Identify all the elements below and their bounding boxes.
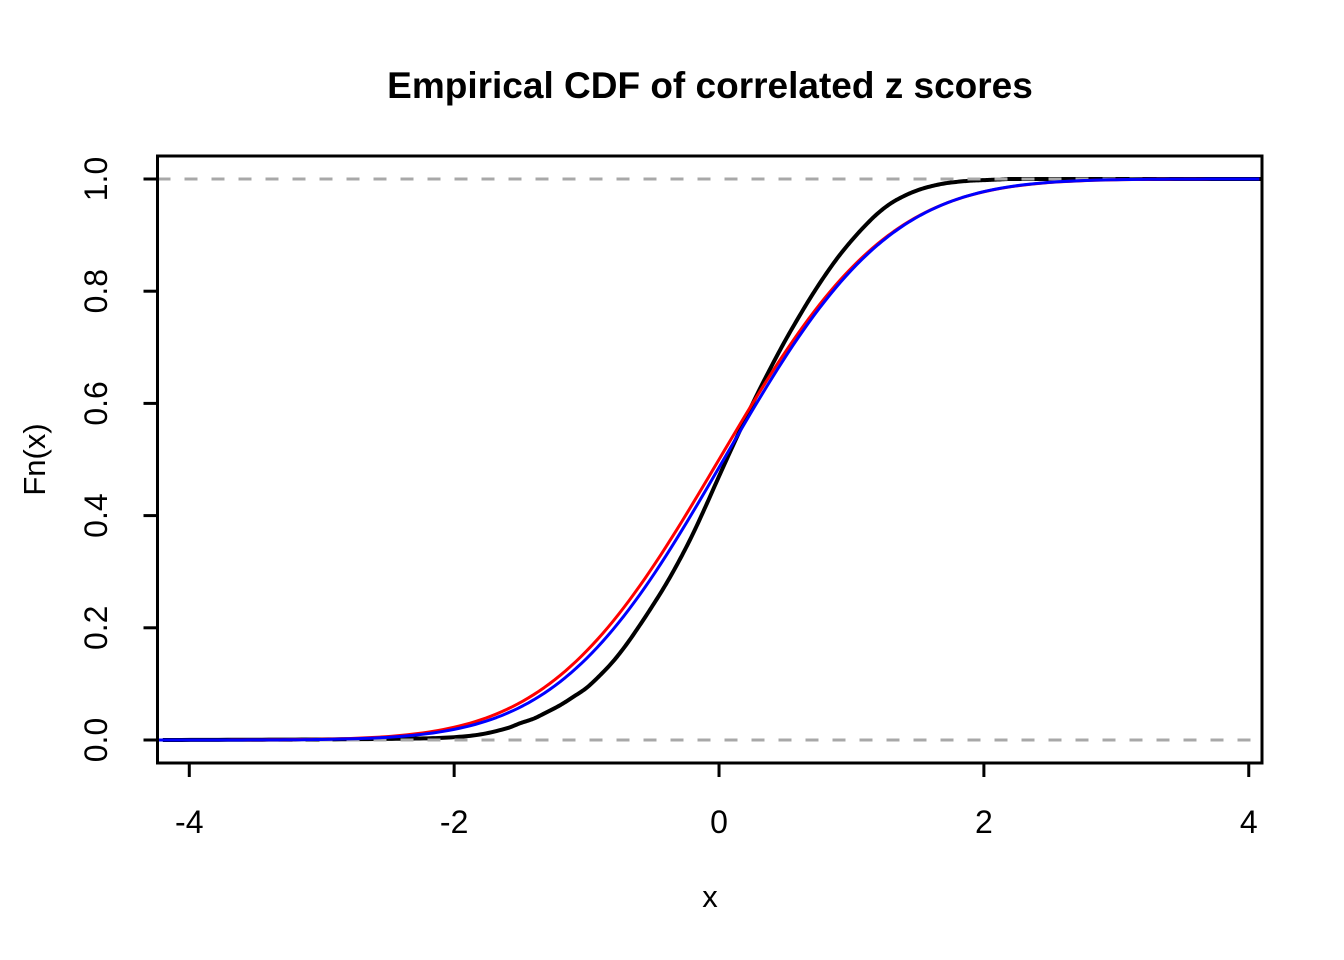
plot-box-border xyxy=(156,154,1264,765)
y-tick-label-0.8: 0.8 xyxy=(78,269,114,313)
y-axis-label: Fn(x) xyxy=(17,423,52,495)
curve-normal-cdf-red xyxy=(157,177,1260,742)
y-tick-label-0.4: 0.4 xyxy=(78,493,114,537)
y-tick-label-0.6: 0.6 xyxy=(78,381,114,425)
x-tick-label--2: -2 xyxy=(440,804,468,840)
x-tick-label--4: -4 xyxy=(175,804,203,840)
x-tick-label-0: 0 xyxy=(710,804,728,840)
x-tick-label-2: 2 xyxy=(975,804,993,840)
x-tick-label-4: 4 xyxy=(1240,804,1258,840)
curves-group xyxy=(157,177,1262,742)
y-tick-label-0.0: 0.0 xyxy=(78,718,114,762)
plot-title: Empirical CDF of correlated z scores xyxy=(387,65,1033,106)
y-tick-label-1.0: 1.0 xyxy=(78,157,114,201)
x-axis-label: x xyxy=(702,879,718,914)
curve-normal-cdf-blue xyxy=(157,177,1260,742)
y-axis: 0.0 0.2 0.4 0.6 0.8 1.0 xyxy=(78,157,158,762)
curve-empirical-cdf-correlated-z xyxy=(162,177,1262,742)
x-axis: -4 -2 0 2 4 xyxy=(175,763,1258,840)
y-tick-label-0.2: 0.2 xyxy=(78,606,114,650)
